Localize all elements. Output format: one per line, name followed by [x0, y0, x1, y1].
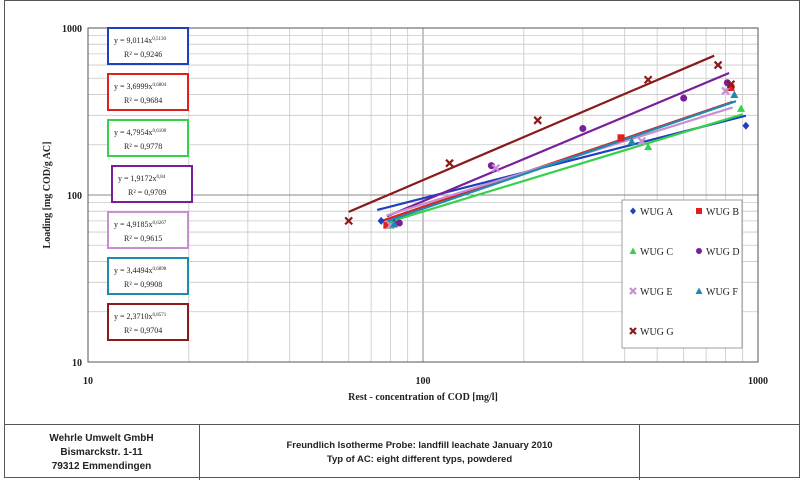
- equation-r2: R² = 0,9778: [124, 142, 162, 151]
- data-point-wug-d: [680, 94, 688, 102]
- x-tick-label: 1000: [748, 376, 768, 387]
- equation-text: y = 1,9172x0,84: [118, 174, 166, 183]
- equation-box: [111, 165, 193, 203]
- data-point-wug-c: [644, 142, 653, 151]
- equation-base: y = 2,3710x: [114, 312, 153, 321]
- equation-r2: R² = 0,9246: [124, 50, 162, 59]
- equation-base: y = 3,4494x: [114, 266, 153, 275]
- equation-base: y = 1,9172x: [118, 174, 157, 183]
- equation-text: y = 9,0114x0,5130: [114, 36, 166, 45]
- fit-line-wug-c: [386, 113, 743, 224]
- equation-exponent: 0,5130: [152, 37, 166, 42]
- y-tick-label: 10: [72, 358, 82, 369]
- x-axis-label: Rest - concentration of COD [mg/l]: [348, 392, 498, 403]
- equation-base: y = 4,7954x: [114, 128, 153, 137]
- data-point-wug-d: [579, 125, 587, 133]
- legend-marker-wug-c: [629, 247, 637, 254]
- legend-label-wug-e: WUG E: [640, 287, 673, 298]
- plot-border: [87, 27, 759, 363]
- y-tick-label: 100: [67, 191, 82, 202]
- equation-base: y = 9,0114x: [114, 36, 152, 45]
- equation-text: y = 4,9185x0,6267: [114, 220, 167, 229]
- equation-r2: R² = 0,9615: [124, 234, 162, 243]
- data-point-wug-f: [730, 90, 739, 98]
- legend-label-wug-g: WUG G: [640, 327, 674, 338]
- y-tick-label: 1000: [62, 24, 82, 35]
- equation-r2: R² = 0,9684: [124, 96, 162, 105]
- chart-caption: Freundlich Isotherme Probe: landfill lea…: [200, 425, 640, 480]
- legend-marker-wug-b: [696, 208, 702, 214]
- equation-exponent: 0,84: [157, 175, 166, 180]
- equation-box: [107, 73, 189, 111]
- equation-box: [107, 27, 189, 65]
- equation-text: y = 3,4494x0,6898: [114, 266, 167, 275]
- data-point-wug-e: [721, 86, 730, 96]
- data-point-wug-g: [713, 60, 723, 70]
- equation-r2: R² = 0,9704: [124, 326, 162, 335]
- equation-exponent: 0,6804: [153, 83, 167, 88]
- equation-box: [107, 119, 189, 157]
- data-point-wug-g: [344, 216, 353, 226]
- caption-line-2: Typ of AC: eight different typs, powdere…: [326, 453, 513, 465]
- footer-empty-cell: [640, 425, 800, 480]
- equation-text: y = 4,7954x0,6100: [114, 128, 167, 137]
- fit-line-wug-f: [386, 100, 737, 223]
- legend-box: [621, 199, 743, 349]
- fit-line-wug-g: [348, 54, 715, 213]
- company-info: Wehrle Umwelt GmbH Bismarckstr. 1-11 793…: [4, 425, 200, 480]
- equation-base: y = 3,6999x: [114, 82, 153, 91]
- legend-label-wug-a: WUG A: [640, 207, 674, 218]
- y-axis-label: Loading [mg COD/g AC]: [42, 142, 53, 249]
- data-point-wug-b: [383, 221, 391, 229]
- legend-marker-wug-a: [630, 207, 636, 215]
- data-point-wug-a: [742, 121, 750, 130]
- legend-label-wug-b: WUG B: [706, 207, 739, 218]
- data-point-wug-b: [727, 84, 735, 92]
- data-point-wug-g: [726, 80, 736, 89]
- equation-base: y = 4,9185x: [114, 220, 153, 229]
- data-point-wug-g: [533, 116, 542, 125]
- equation-text: y = 2,3710x0,8571: [114, 312, 167, 321]
- x-tick-label: 10: [83, 376, 93, 387]
- legend-label-wug-c: WUG C: [640, 247, 673, 258]
- footer-block: Wehrle Umwelt GmbH Bismarckstr. 1-11 793…: [4, 424, 800, 480]
- equation-r2: R² = 0,9709: [128, 188, 166, 197]
- data-point-wug-e: [637, 136, 647, 146]
- data-point-wug-f: [390, 220, 399, 228]
- x-tick-label: 100: [416, 376, 431, 387]
- data-point-wug-c: [737, 104, 746, 112]
- fit-line-wug-d: [386, 72, 730, 218]
- data-point-wug-e: [491, 163, 501, 173]
- data-point-wug-d: [395, 219, 403, 227]
- legend-label-wug-d: WUG D: [706, 247, 740, 258]
- data-point-wug-a: [377, 216, 385, 225]
- equation-exponent: 0,6267: [153, 221, 167, 226]
- legend-marker-wug-f: [695, 287, 703, 294]
- equation-text: y = 3,6999x0,6804: [114, 82, 167, 91]
- equation-box: [107, 257, 189, 295]
- legend-label-wug-f: WUG F: [706, 287, 738, 298]
- legend-marker-wug-d: [696, 248, 702, 254]
- legend-marker-wug-g: [629, 327, 637, 335]
- equation-exponent: 0,6100: [153, 129, 167, 134]
- data-point-wug-g: [445, 158, 454, 168]
- company-city: 79312 Emmendingen: [51, 460, 152, 472]
- company-name: Wehrle Umwelt GmbH: [49, 432, 154, 444]
- equation-r2: R² = 0,9908: [124, 280, 162, 289]
- equation-box: [107, 303, 189, 341]
- equation-exponent: 0,6898: [153, 267, 167, 272]
- data-point-wug-f: [627, 137, 636, 145]
- caption-line-1: Freundlich Isotherme Probe: landfill lea…: [286, 439, 553, 451]
- data-point-wug-b: [617, 134, 625, 142]
- data-point-wug-g: [643, 75, 653, 85]
- equation-exponent: 0,8571: [153, 313, 167, 318]
- legend-marker-wug-e: [629, 287, 637, 295]
- equation-box: [107, 211, 189, 249]
- company-street: Bismarckstr. 1-11: [60, 446, 143, 458]
